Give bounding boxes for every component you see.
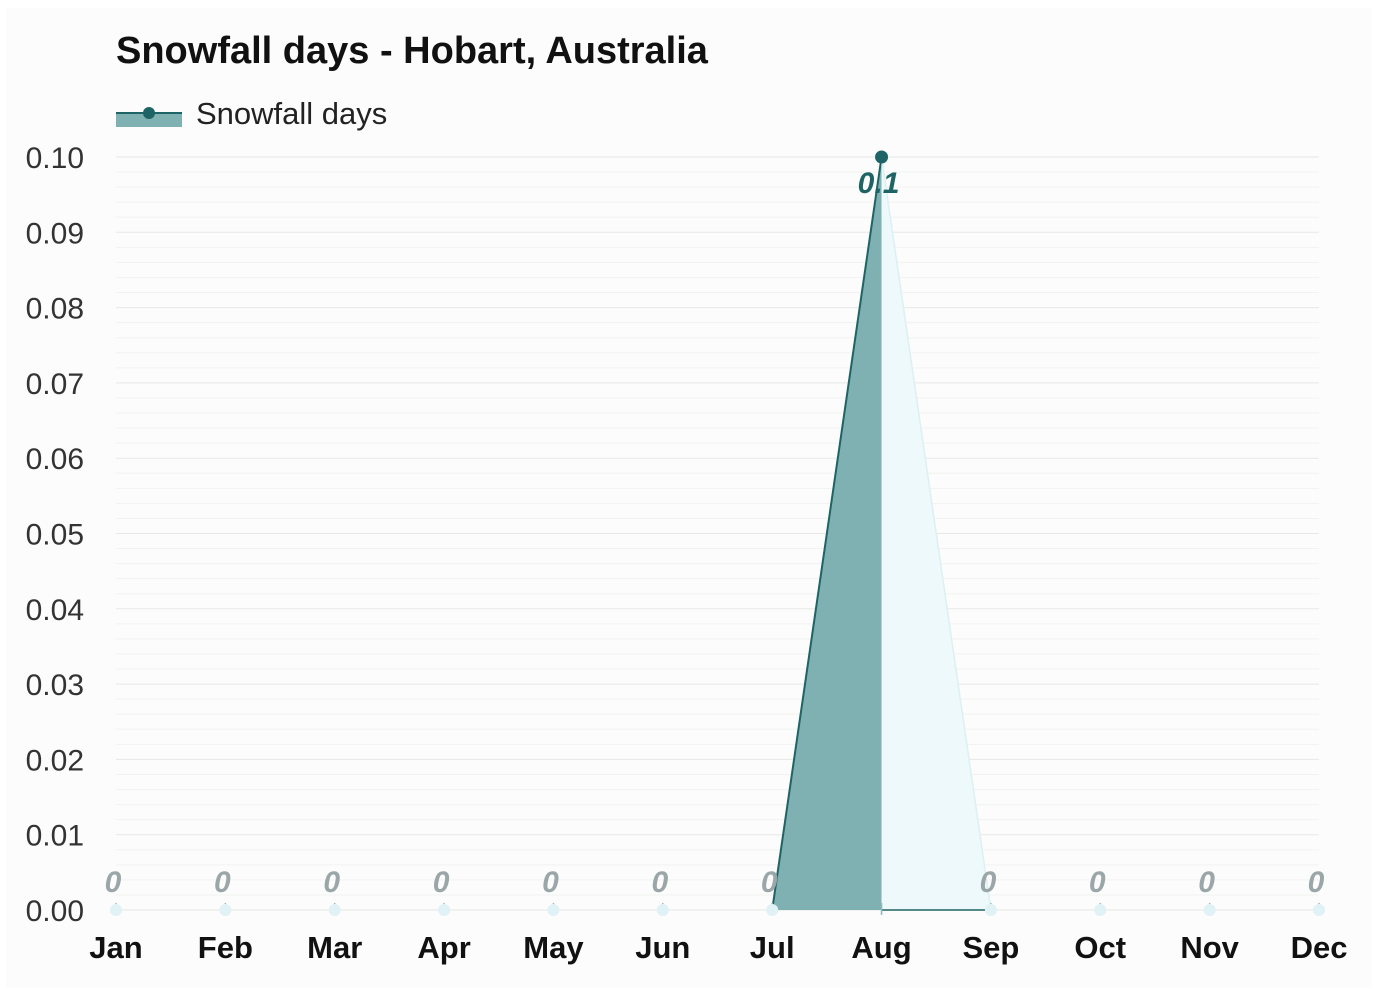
data-label: 0 [980, 866, 997, 899]
data-label: 0 [542, 866, 559, 899]
x-tick-label: Nov [1180, 930, 1239, 965]
axis-ticks [115, 903, 1320, 915]
y-tick-label: 0.08 [26, 293, 84, 326]
x-tick-label: May [523, 930, 584, 965]
series-line-falling [880, 156, 992, 911]
x-tick-label: Jun [635, 930, 690, 965]
data-point-marker [547, 904, 560, 916]
y-tick-label: 0.07 [26, 368, 84, 401]
data-point-marker [656, 904, 669, 916]
x-tick-label: Aug [851, 930, 911, 965]
data-point-marker [984, 904, 997, 916]
series-line-rising [771, 156, 883, 911]
data-label: 0 [1308, 866, 1325, 899]
y-tick-label: 0.06 [26, 443, 84, 476]
chart-title: Snowfall days - Hobart, Australia [116, 30, 708, 72]
data-point-marker [438, 904, 451, 916]
y-axis: 0.00 0.01 0.02 0.03 0.04 0.05 0.06 0.07 0.08 0.09… [26, 142, 84, 928]
data-label: 0 [105, 866, 122, 899]
data-labels: 0 0 0 0 0 0 0 0.1 0 0 0 0 [105, 167, 1325, 899]
y-tick-label: 0.04 [26, 594, 84, 627]
x-tick-label: Jul [750, 930, 795, 965]
x-tick-label: Sep [962, 930, 1019, 965]
x-tick-label: Oct [1074, 930, 1126, 965]
y-tick-label: 0.09 [26, 217, 84, 250]
y-tick-label: 0.00 [26, 895, 84, 928]
data-point-marker [219, 904, 232, 916]
y-tick-label: 0.02 [26, 744, 84, 777]
data-label: 0 [323, 866, 340, 899]
data-point-marker [875, 150, 889, 164]
x-tick-label: Feb [198, 930, 253, 965]
x-tick-label: Jan [89, 930, 142, 965]
data-label: 0 [651, 866, 668, 899]
data-point-marker [1203, 904, 1216, 916]
data-point-marker [1094, 904, 1107, 916]
x-tick-label: Apr [417, 930, 470, 965]
data-label: 0 [761, 866, 778, 899]
x-axis: Jan Feb Mar Apr May Jun Jul Aug Sep Oct Nov Dec [89, 930, 1347, 965]
data-label: 0 [1089, 866, 1106, 899]
legend-swatch-dot [143, 107, 155, 119]
grid-lines [116, 156, 1319, 911]
legend-label: Snowfall days [196, 96, 388, 131]
chart-card [6, 8, 1372, 988]
y-tick-label: 0.01 [26, 820, 84, 853]
data-point-marker [1313, 904, 1325, 916]
legend[interactable]: Snowfall days [116, 96, 387, 132]
legend-swatch [116, 96, 182, 132]
data-label: 0 [433, 866, 450, 899]
data-point-marker [766, 904, 779, 916]
data-label: 0.1 [858, 167, 900, 200]
data-point-marker [328, 904, 341, 916]
y-tick-label: 0.10 [26, 142, 84, 175]
x-tick-label: Dec [1291, 930, 1348, 965]
x-tick-label: Mar [307, 930, 362, 965]
y-tick-label: 0.03 [26, 669, 84, 702]
series-area [771, 156, 992, 911]
data-markers [110, 150, 1325, 916]
legend-swatch-fill [116, 112, 182, 127]
data-point-marker [110, 904, 122, 916]
data-label: 0 [214, 866, 231, 899]
data-label: 0 [1198, 866, 1215, 899]
y-tick-label: 0.05 [26, 519, 84, 552]
